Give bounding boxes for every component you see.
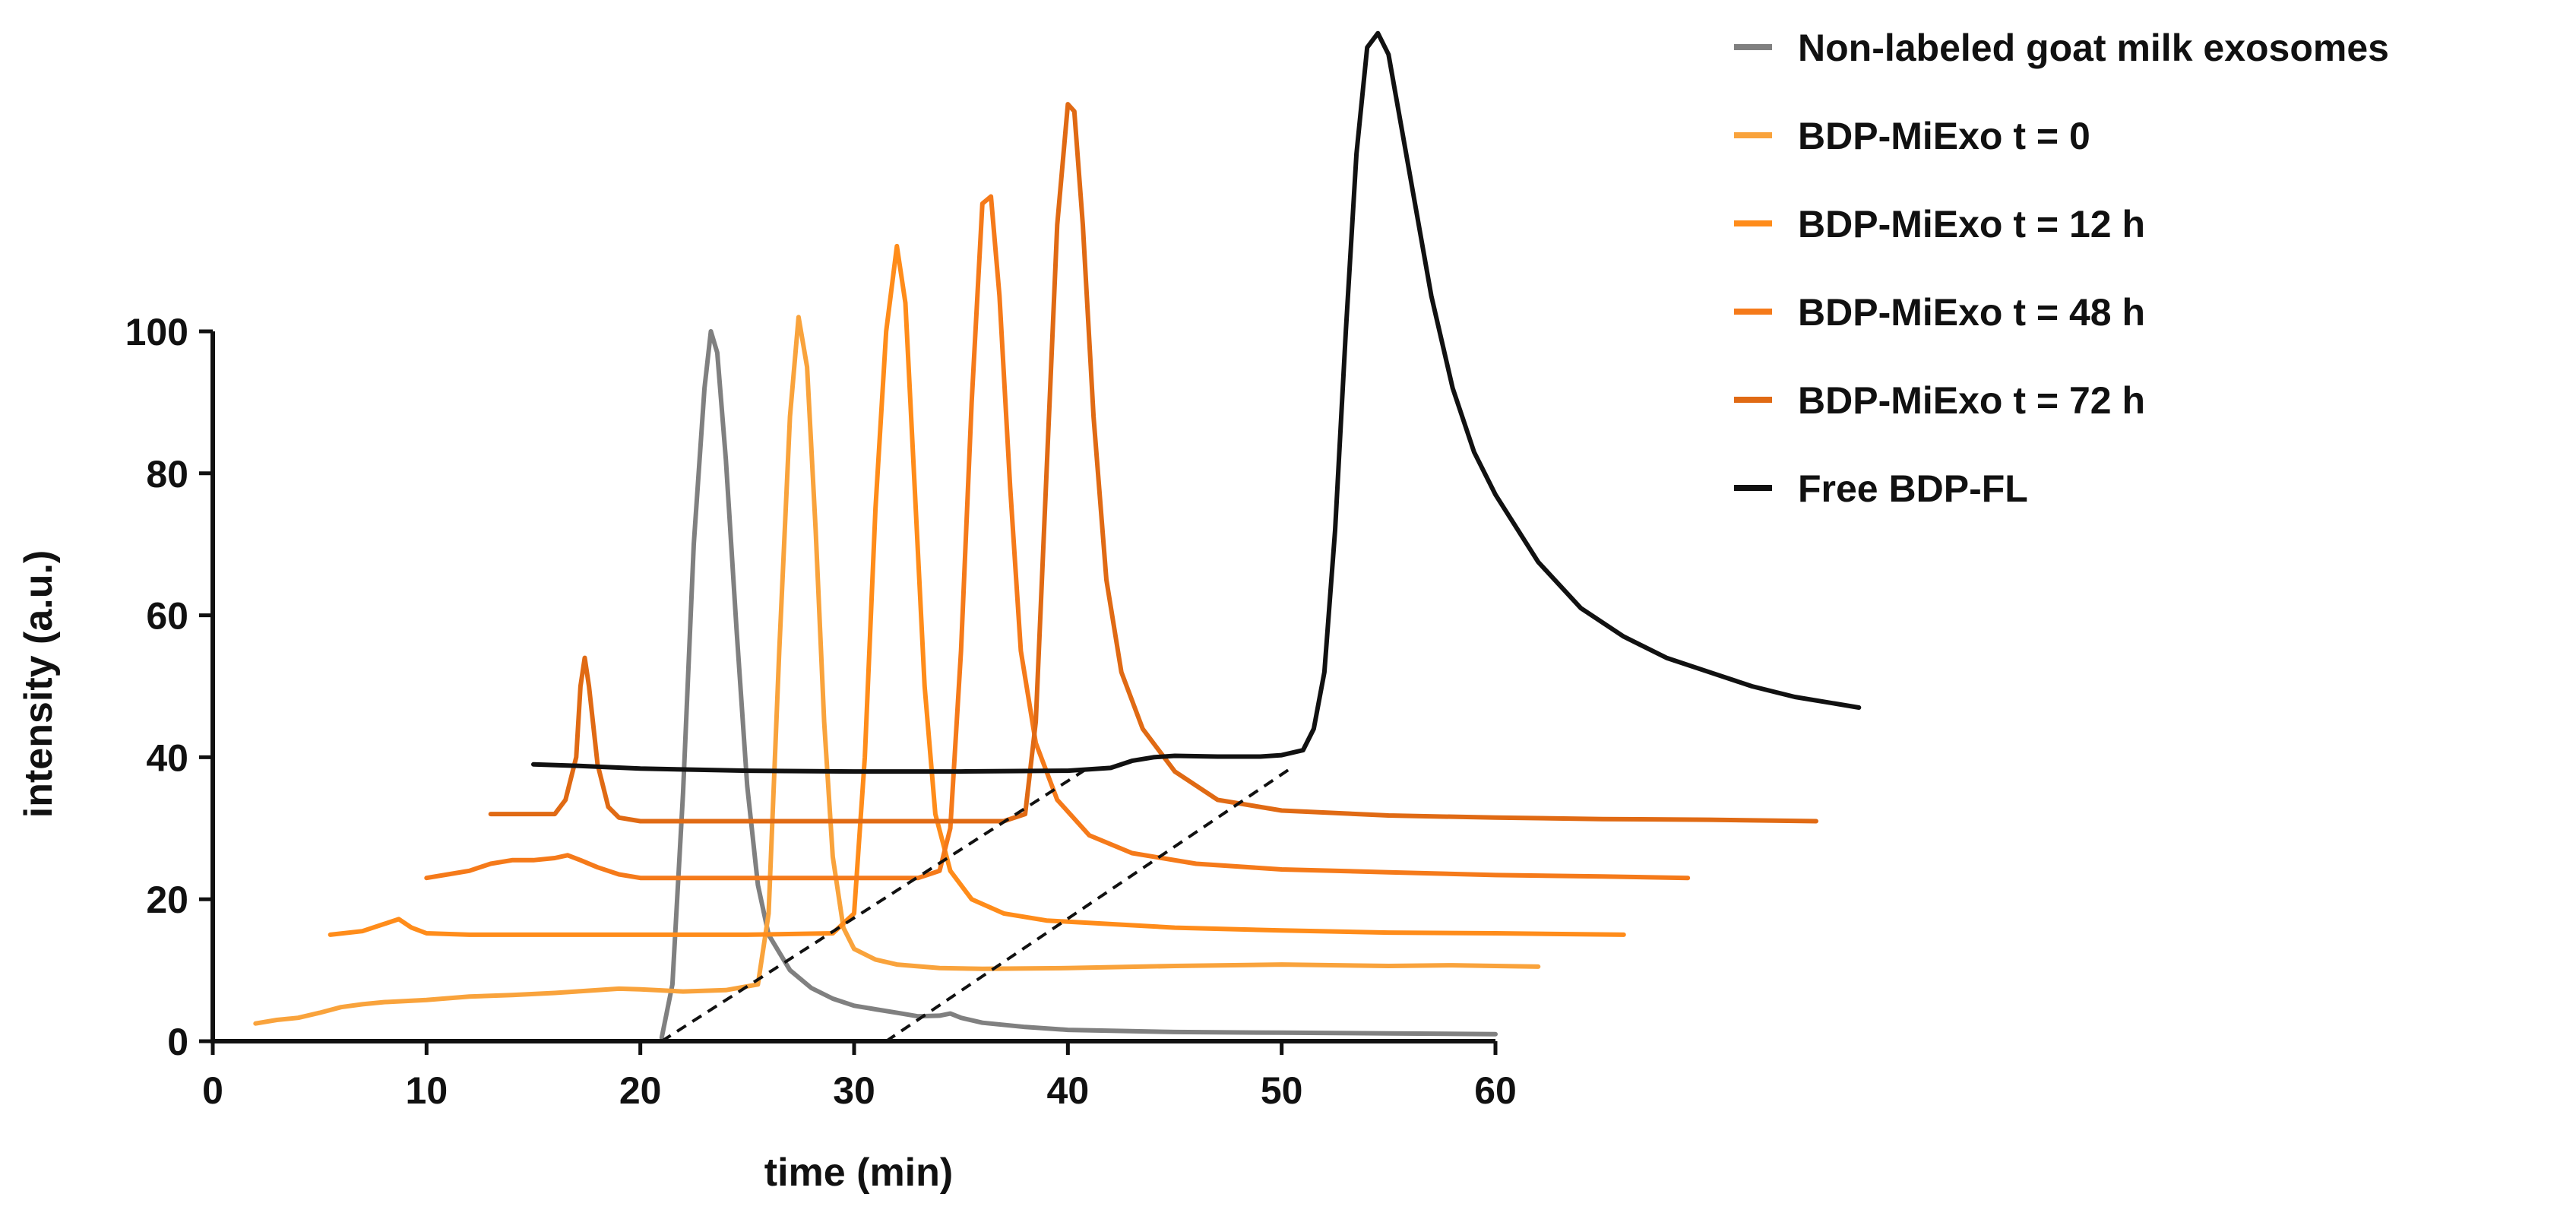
legend-label-2: BDP-MiExo t = 0 [1798,115,2090,157]
series-traces [253,30,1862,1040]
series-line-1 [659,329,1498,1040]
axes [210,331,1495,1043]
dashed-guide-1 [660,765,1090,1043]
x-tick-label: 10 [406,1069,448,1112]
series-line-6 [531,30,1862,774]
legend-label-3: BDP-MiExo t = 12 h [1798,203,2145,245]
y-axis-title: intensity (a.u.) [17,550,61,818]
series-line-3 [328,243,1626,937]
legend-label-1: Non-labeled goat milk exosomes [1798,27,2389,69]
series-line-5 [488,102,1818,824]
y-tick-label: 40 [146,736,188,779]
legend-label-6: Free BDP-FL [1798,467,2028,510]
x-tick-label: 20 [619,1069,662,1112]
dashed-guides [660,765,1293,1043]
series-line-2 [253,315,1541,1026]
legend-label-5: BDP-MiExo t = 72 h [1798,379,2145,422]
y-tick-label: 20 [146,879,188,921]
x-tick-label: 30 [833,1069,875,1112]
series-line-4 [424,194,1691,881]
y-tick-label: 0 [167,1021,188,1063]
x-tick-label: 50 [1261,1069,1303,1112]
dashed-guide-2 [885,765,1293,1043]
x-ticks: 0 10 20 30 40 50 60 [202,1041,1517,1112]
y-ticks: 0 20 40 60 80 100 [125,311,213,1063]
y-tick-label: 60 [146,595,188,638]
legend-label-4: BDP-MiExo t = 48 h [1798,291,2145,334]
x-tick-label: 0 [202,1069,223,1112]
x-tick-label: 40 [1047,1069,1090,1112]
y-tick-label: 100 [125,311,188,353]
y-tick-label: 80 [146,453,188,496]
x-axis-title: time (min) [764,1151,953,1195]
legend: Non-labeled goat milk exosomes BDP-MiExo … [1734,27,2389,510]
x-tick-label: 60 [1474,1069,1517,1112]
